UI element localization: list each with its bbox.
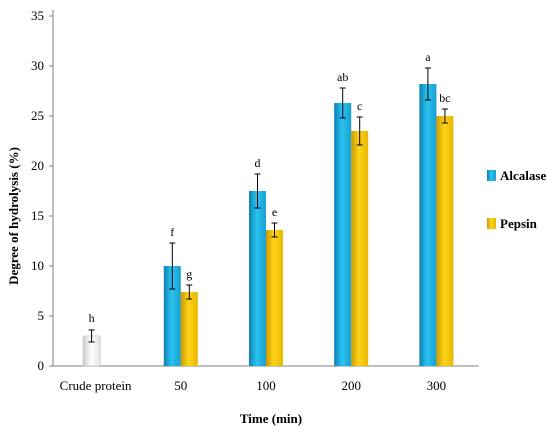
y-tick-label: 30 [31, 58, 44, 73]
significance-letter: d [255, 156, 261, 170]
y-tick-label: 0 [38, 358, 45, 373]
y-tick-label: 25 [31, 108, 44, 123]
significance-letter: f [170, 225, 174, 239]
x-tick-label: 200 [341, 378, 361, 393]
x-tick-label: Crude protein [60, 378, 132, 393]
significance-letter: ab [337, 70, 348, 84]
y-tick-label: 10 [31, 258, 44, 273]
y-tick-label: 5 [38, 308, 45, 323]
significance-letter: a [425, 50, 431, 64]
bar-pepsin [266, 230, 283, 366]
significance-letter: bc [439, 91, 450, 105]
y-tick-label: 35 [31, 8, 44, 23]
bar-pepsin [351, 131, 369, 366]
significance-letter: c [357, 99, 362, 113]
x-tick-label: 300 [427, 378, 447, 393]
significance-letter: h [89, 311, 95, 325]
y-tick-label: 20 [31, 158, 44, 173]
x-tick-label: 50 [174, 378, 187, 393]
legend-swatch-alcalase [487, 170, 496, 181]
x-tick-label: 100 [256, 378, 276, 393]
bar-alcalase [419, 84, 437, 366]
bar-alcalase [163, 266, 181, 366]
y-tick-label: 15 [31, 208, 44, 223]
legend-label-alcalase: Alcalase [500, 168, 546, 183]
y-axis-title: Degree of hydrolysis (%) [6, 147, 21, 285]
plot-area: 0 5 10 15 20 25 30 35 Crude protein 50 100 200 300 h f… [31, 8, 546, 393]
x-axis-title: Time (min) [240, 411, 302, 426]
significance-letter: g [186, 267, 192, 281]
bar-alcalase [334, 103, 352, 366]
bar-pepsin [180, 292, 198, 366]
legend-label-pepsin: Pepsin [500, 216, 538, 231]
legend-swatch-pepsin [487, 218, 496, 229]
bar-alcalase [249, 191, 266, 366]
bar-pepsin [436, 116, 454, 366]
significance-letter: e [272, 205, 277, 219]
